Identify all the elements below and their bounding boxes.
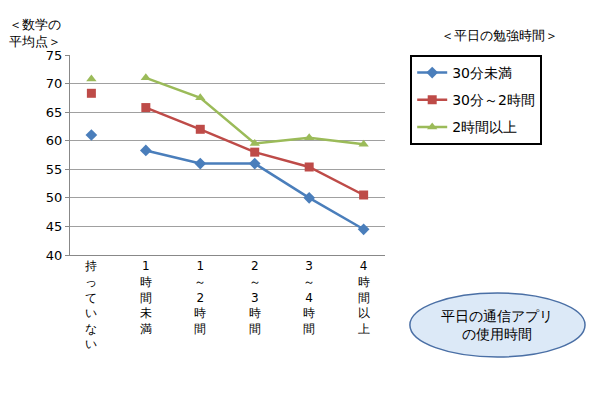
svg-text:3～4時間: 3～4時間 xyxy=(303,259,315,335)
svg-text:50: 50 xyxy=(46,190,63,205)
svg-text:1時間未満: 1時間未満 xyxy=(140,259,152,335)
svg-text:1～2時間: 1～2時間 xyxy=(194,259,206,335)
svg-text:55: 55 xyxy=(46,162,63,177)
svg-text:＜数学の平均点＞: ＜数学の平均点＞ xyxy=(9,17,61,49)
svg-text:45: 45 xyxy=(46,219,63,234)
svg-text:30分～2時間: 30分～2時間 xyxy=(452,92,535,108)
svg-text:＜平日の勉強時間＞: ＜平日の勉強時間＞ xyxy=(441,28,558,43)
svg-text:65: 65 xyxy=(46,105,63,120)
svg-text:30分未満: 30分未満 xyxy=(452,65,512,81)
svg-text:60: 60 xyxy=(46,133,63,148)
svg-text:2時間以上: 2時間以上 xyxy=(452,119,517,135)
svg-text:75: 75 xyxy=(46,48,63,63)
svg-text:70: 70 xyxy=(46,76,63,91)
svg-text:2～3時間: 2～3時間 xyxy=(249,259,261,335)
svg-text:40: 40 xyxy=(46,248,63,263)
svg-text:平日の通信アプリの使用時間: 平日の通信アプリの使用時間 xyxy=(441,308,553,342)
svg-text:持っていない: 持っていない xyxy=(85,259,97,351)
svg-text:4時間以上: 4時間以上 xyxy=(358,259,370,335)
